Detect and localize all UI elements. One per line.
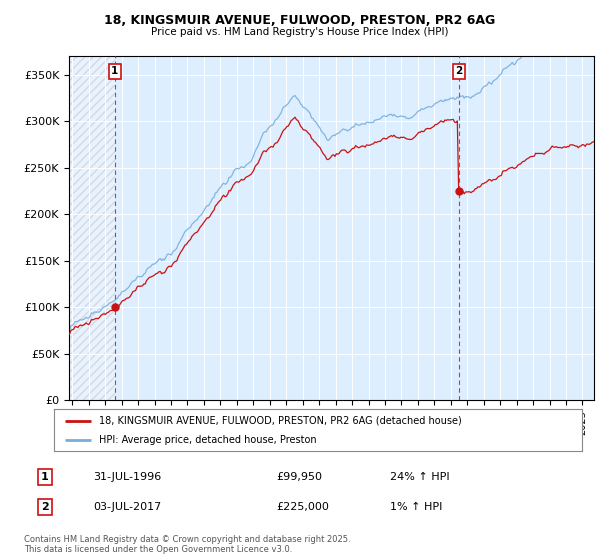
- Text: Contains HM Land Registry data © Crown copyright and database right 2025.
This d: Contains HM Land Registry data © Crown c…: [24, 535, 350, 554]
- Text: 2: 2: [455, 66, 463, 76]
- Text: 1: 1: [41, 472, 49, 482]
- Text: 03-JUL-2017: 03-JUL-2017: [93, 502, 161, 512]
- Text: HPI: Average price, detached house, Preston: HPI: Average price, detached house, Pres…: [99, 435, 317, 445]
- Text: £225,000: £225,000: [276, 502, 329, 512]
- Text: 1% ↑ HPI: 1% ↑ HPI: [390, 502, 442, 512]
- Text: 24% ↑ HPI: 24% ↑ HPI: [390, 472, 449, 482]
- Text: 31-JUL-1996: 31-JUL-1996: [93, 472, 161, 482]
- Text: 2: 2: [41, 502, 49, 512]
- Text: 18, KINGSMUIR AVENUE, FULWOOD, PRESTON, PR2 6AG (detached house): 18, KINGSMUIR AVENUE, FULWOOD, PRESTON, …: [99, 416, 461, 426]
- Text: 18, KINGSMUIR AVENUE, FULWOOD, PRESTON, PR2 6AG: 18, KINGSMUIR AVENUE, FULWOOD, PRESTON, …: [104, 14, 496, 27]
- Text: Price paid vs. HM Land Registry's House Price Index (HPI): Price paid vs. HM Land Registry's House …: [151, 27, 449, 37]
- Text: 1: 1: [111, 66, 118, 76]
- Text: £99,950: £99,950: [276, 472, 322, 482]
